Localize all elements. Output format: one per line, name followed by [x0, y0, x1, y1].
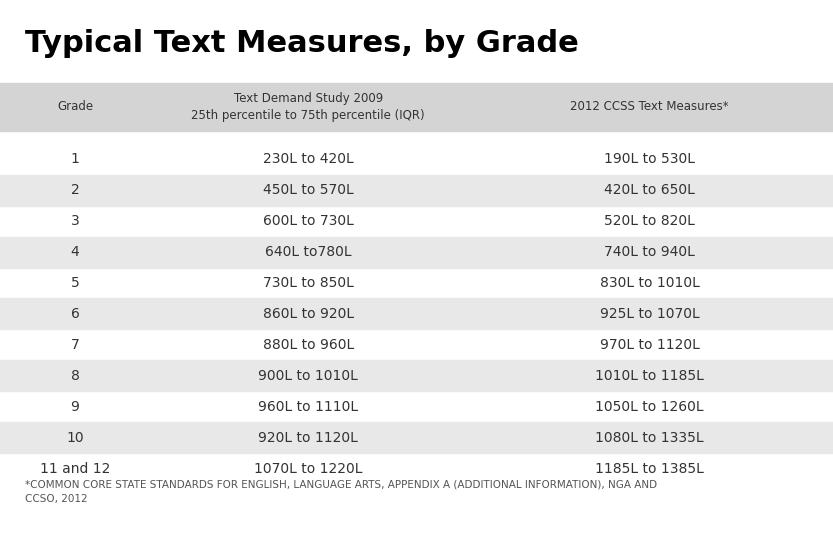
Text: Text Demand Study 2009
25th percentile to 75th percentile (IQR): Text Demand Study 2009 25th percentile t…: [192, 92, 425, 122]
Text: 5: 5: [71, 276, 79, 290]
Text: 1185L to 1385L: 1185L to 1385L: [596, 462, 704, 475]
Text: 2: 2: [71, 183, 79, 197]
Text: 9: 9: [71, 400, 79, 414]
Text: 2012 CCSS Text Measures*: 2012 CCSS Text Measures*: [571, 100, 729, 113]
Bar: [0, 360, 833, 391]
Text: 190L to 530L: 190L to 530L: [604, 152, 696, 166]
Text: 740L to 940L: 740L to 940L: [604, 245, 696, 259]
Bar: [0, 422, 833, 453]
Text: 970L to 1120L: 970L to 1120L: [600, 338, 700, 352]
Bar: [0, 175, 833, 206]
Bar: [0, 83, 833, 131]
Text: 1010L to 1185L: 1010L to 1185L: [596, 369, 704, 383]
Text: Typical Text Measures, by Grade: Typical Text Measures, by Grade: [25, 29, 579, 58]
Bar: [0, 298, 833, 329]
Text: 6: 6: [71, 307, 79, 321]
Text: 880L to 960L: 880L to 960L: [262, 338, 354, 352]
Text: 3: 3: [71, 214, 79, 228]
Text: 730L to 850L: 730L to 850L: [262, 276, 354, 290]
Text: 600L to 730L: 600L to 730L: [262, 214, 354, 228]
Text: 11 and 12: 11 and 12: [40, 462, 110, 475]
Text: 1: 1: [71, 152, 79, 166]
Text: 10: 10: [66, 431, 84, 445]
Text: 830L to 1010L: 830L to 1010L: [600, 276, 700, 290]
Text: 920L to 1120L: 920L to 1120L: [258, 431, 358, 445]
Text: 8: 8: [71, 369, 79, 383]
Text: 1080L to 1335L: 1080L to 1335L: [596, 431, 704, 445]
Text: 230L to 420L: 230L to 420L: [263, 152, 353, 166]
Text: 420L to 650L: 420L to 650L: [604, 183, 696, 197]
Text: Grade: Grade: [57, 100, 93, 113]
Text: 7: 7: [71, 338, 79, 352]
Text: 4: 4: [71, 245, 79, 259]
Text: 640L to780L: 640L to780L: [265, 245, 352, 259]
Text: 900L to 1010L: 900L to 1010L: [258, 369, 358, 383]
Text: 860L to 920L: 860L to 920L: [262, 307, 354, 321]
Text: 450L to 570L: 450L to 570L: [263, 183, 353, 197]
Text: *COMMON CORE STATE STANDARDS FOR ENGLISH, LANGUAGE ARTS, APPENDIX A (ADDITIONAL : *COMMON CORE STATE STANDARDS FOR ENGLISH…: [25, 480, 657, 504]
Bar: [0, 237, 833, 268]
Text: 960L to 1110L: 960L to 1110L: [258, 400, 358, 414]
Text: 1070L to 1220L: 1070L to 1220L: [254, 462, 362, 475]
Text: 1050L to 1260L: 1050L to 1260L: [596, 400, 704, 414]
Text: 925L to 1070L: 925L to 1070L: [600, 307, 700, 321]
Text: 520L to 820L: 520L to 820L: [604, 214, 696, 228]
